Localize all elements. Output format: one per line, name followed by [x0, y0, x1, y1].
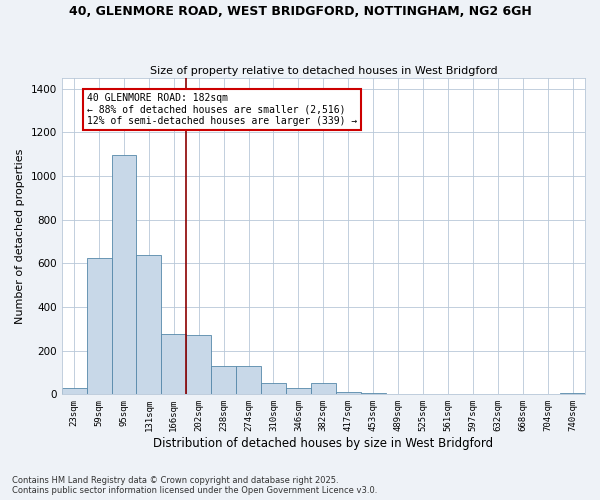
Bar	[261, 384, 286, 394]
Bar	[336, 392, 361, 394]
Title: Size of property relative to detached houses in West Bridgford: Size of property relative to detached ho…	[149, 66, 497, 76]
Text: 40 GLENMORE ROAD: 182sqm
← 88% of detached houses are smaller (2,516)
12% of sem: 40 GLENMORE ROAD: 182sqm ← 88% of detach…	[86, 93, 357, 126]
Bar	[62, 388, 86, 394]
Bar	[361, 393, 386, 394]
Bar	[211, 366, 236, 394]
Bar	[236, 366, 261, 394]
Bar	[186, 336, 211, 394]
Bar	[560, 393, 585, 394]
X-axis label: Distribution of detached houses by size in West Bridgford: Distribution of detached houses by size …	[153, 437, 493, 450]
Bar	[311, 384, 336, 394]
Text: Contains HM Land Registry data © Crown copyright and database right 2025.
Contai: Contains HM Land Registry data © Crown c…	[12, 476, 377, 495]
Bar	[86, 258, 112, 394]
Bar	[286, 388, 311, 394]
Text: 40, GLENMORE ROAD, WEST BRIDGFORD, NOTTINGHAM, NG2 6GH: 40, GLENMORE ROAD, WEST BRIDGFORD, NOTTI…	[68, 5, 532, 18]
Bar	[112, 155, 136, 394]
Bar	[136, 254, 161, 394]
Y-axis label: Number of detached properties: Number of detached properties	[15, 148, 25, 324]
Bar	[161, 334, 186, 394]
